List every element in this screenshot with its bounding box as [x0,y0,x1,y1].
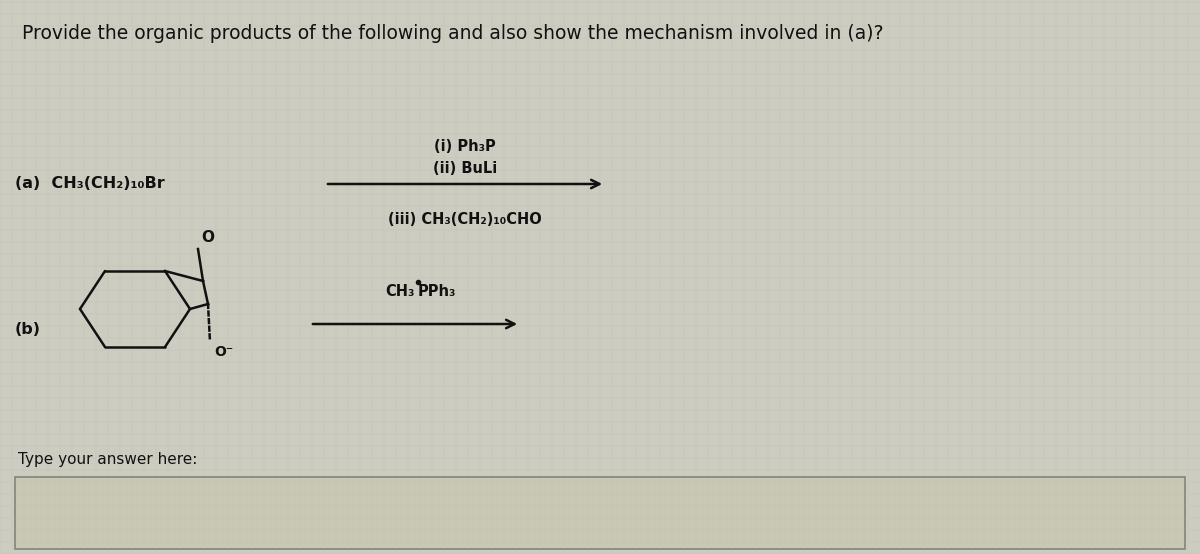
Text: O: O [202,230,214,245]
Text: Provide the organic products of the following and also show the mechanism involv: Provide the organic products of the foll… [22,24,883,43]
Text: Type your answer here:: Type your answer here: [18,452,197,467]
Text: (i) Ph₃P: (i) Ph₃P [434,139,496,154]
Text: O⁻: O⁻ [214,345,233,359]
Text: CH₃: CH₃ [385,284,415,299]
Text: (a)  CH₃(CH₂)₁₀Br: (a) CH₃(CH₂)₁₀Br [14,177,164,192]
Text: (b): (b) [14,321,41,336]
Text: (iii) CH₃(CH₂)₁₀CHO: (iii) CH₃(CH₂)₁₀CHO [388,212,542,227]
FancyBboxPatch shape [14,477,1186,549]
Text: (ii) BuLi: (ii) BuLi [433,161,497,176]
Text: PPh₃: PPh₃ [418,284,456,299]
